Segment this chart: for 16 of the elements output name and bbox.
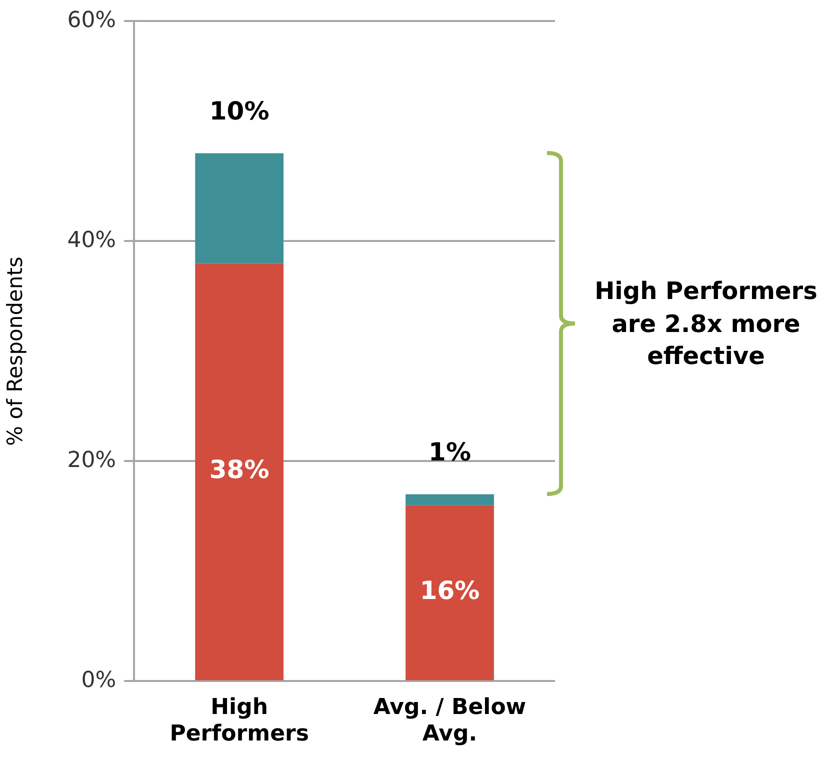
data-label: 10%	[209, 96, 270, 126]
y-tick-label: 40%	[67, 228, 116, 253]
y-axis-title: % of Respondents	[3, 256, 28, 446]
bar	[406, 494, 494, 506]
bar	[406, 505, 494, 680]
y-tick-label: 20%	[67, 448, 116, 473]
y-tick-label: 60%	[67, 8, 116, 33]
data-label: 38%	[209, 455, 270, 484]
bar	[195, 263, 284, 680]
x-tick-label: Avg. / Below Avg.	[373, 695, 526, 747]
data-label: 1%	[428, 438, 471, 467]
y-tick-label: 0%	[81, 668, 116, 693]
text: High Performers are 2.8x more effective	[594, 276, 818, 372]
data-label: 16%	[420, 576, 480, 606]
bar	[195, 153, 284, 264]
x-tick-label: High Performers	[170, 695, 309, 747]
